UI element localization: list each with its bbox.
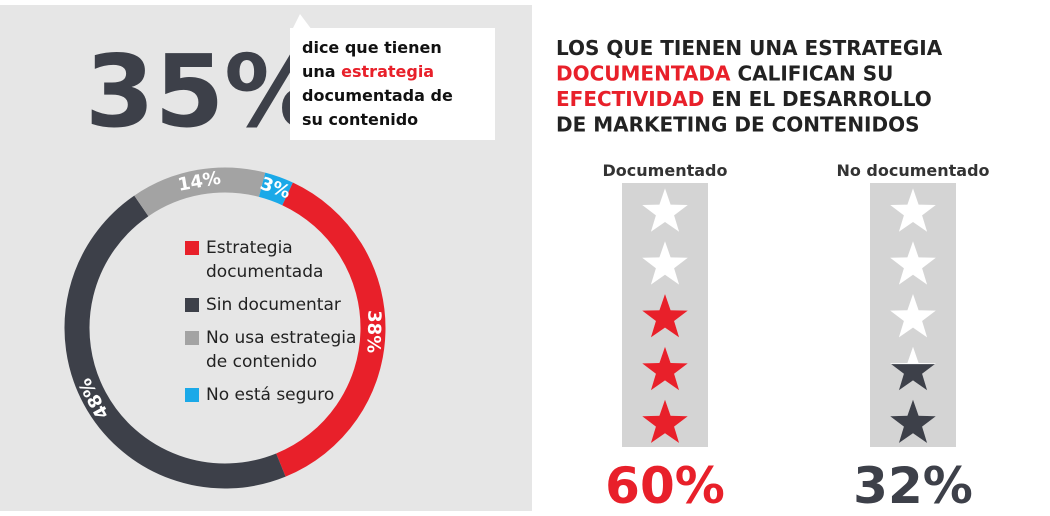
text-line: documentada de: [302, 86, 453, 105]
donut-segment: [258, 172, 293, 206]
star-outline: [642, 241, 688, 285]
legend-swatch: [185, 388, 199, 402]
filled-stars: [642, 294, 688, 443]
text-line: dice que tienen: [302, 38, 442, 57]
legend-label: No usa estrategia de contenido: [206, 328, 357, 372]
donut-segment: [276, 182, 386, 477]
percent-label: 60%: [605, 457, 725, 515]
text-line: EFECTIVIDAD EN EL DESARROLLO: [556, 87, 932, 111]
percent-label: 32%: [853, 457, 973, 515]
star-outline: [890, 188, 936, 232]
legend-label: Sin documentar: [206, 295, 341, 315]
star-fill: [890, 364, 936, 391]
legend-swatch: [185, 331, 199, 345]
text-segment: su contenido: [302, 110, 418, 129]
text-segment: estrategia: [341, 62, 434, 81]
column-label: No documentado: [836, 161, 989, 180]
callout-box: [290, 28, 495, 140]
star-outline: [890, 241, 936, 285]
text-segment: LOS QUE TIENEN UNA ESTRATEGIA: [556, 36, 943, 60]
headline: 35%: [85, 33, 324, 150]
donut-segment: [64, 195, 286, 489]
text-line: una estrategia: [302, 62, 434, 81]
legend-entry: Estrategia documentada: [185, 236, 360, 284]
legend-entry: Sin documentar: [185, 293, 360, 317]
column-label: Documentado: [603, 161, 728, 180]
text-line: DOCUMENTADA CALIFICAN SU: [556, 62, 893, 86]
star-fill: [642, 294, 688, 338]
filled-stars: [890, 364, 936, 443]
text-segment: EN EL DESARROLLO: [704, 87, 931, 111]
star-fill: [890, 399, 936, 443]
donut-segment: [134, 167, 266, 217]
star-outline: [890, 294, 936, 338]
text-segment: documentada de: [302, 86, 453, 105]
text-line: LOS QUE TIENEN UNA ESTRATEGIA: [556, 36, 943, 60]
legend-entry: No está seguro: [185, 383, 360, 407]
text-segment: EFECTIVIDAD: [556, 87, 704, 111]
star-fill: [642, 399, 688, 443]
legend-label: No está seguro: [206, 385, 335, 405]
text-segment: CALIFICAN SU: [730, 62, 893, 86]
legend-swatch: [185, 241, 199, 255]
legend-label: Estrategia documentada: [206, 238, 324, 282]
legend-swatch: [185, 298, 199, 312]
star-outline: [642, 188, 688, 232]
legend: Estrategia documentada Sin documentar No u…: [185, 236, 360, 416]
text-segment: una: [302, 62, 341, 81]
segment-label: 38%: [362, 310, 384, 354]
text-line: DE MARKETING DE CONTENIDOS: [556, 113, 920, 137]
text-segment: dice que tienen: [302, 38, 442, 57]
star-fill: [642, 346, 688, 391]
legend-entry: No usa estrategia de contenido: [185, 326, 360, 374]
text-segment: DE MARKETING DE CONTENIDOS: [556, 113, 920, 137]
text-segment: DOCUMENTADA: [556, 62, 731, 86]
text-line: su contenido: [302, 110, 418, 129]
callout-tail: [292, 14, 312, 30]
